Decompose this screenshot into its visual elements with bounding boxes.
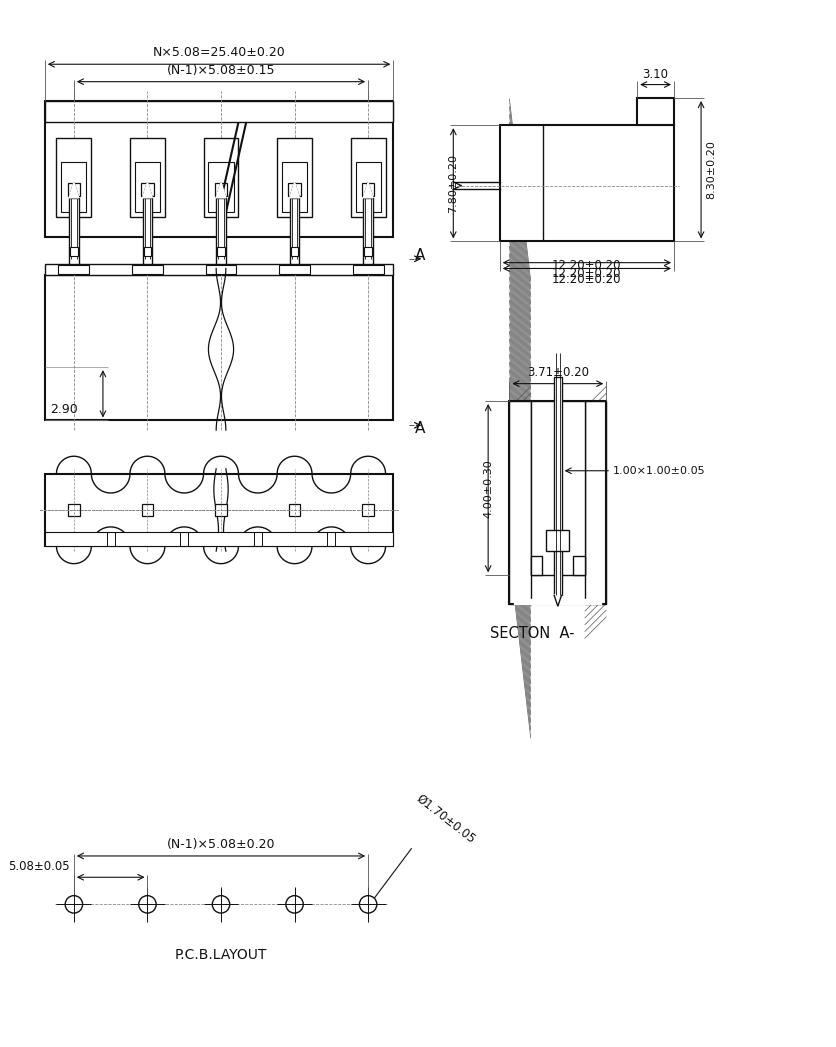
Bar [206, 265, 237, 274]
Text: 1.00×1.00±0.05: 1.00×1.00±0.05 [612, 466, 705, 475]
Bar [509, 401, 530, 604]
Bar [61, 162, 86, 213]
Bar [45, 532, 393, 547]
Bar [59, 265, 89, 274]
Polygon shape [553, 595, 561, 606]
Text: Ø1.70±0.05: Ø1.70±0.05 [413, 793, 477, 846]
Bar [45, 264, 393, 275]
Bar [277, 138, 312, 217]
Polygon shape [69, 182, 79, 198]
Bar [56, 138, 91, 217]
Bar [289, 198, 299, 264]
Polygon shape [363, 182, 373, 198]
Bar [509, 401, 605, 604]
Bar [290, 247, 298, 255]
Bar [499, 126, 673, 242]
Bar [45, 101, 393, 237]
Bar [362, 505, 374, 516]
Bar [217, 247, 225, 255]
Text: (N-1)×5.08±0.15: (N-1)×5.08±0.15 [166, 64, 275, 76]
Bar [584, 401, 605, 604]
Bar [278, 265, 309, 274]
Text: 3.71±0.20: 3.71±0.20 [526, 365, 589, 379]
Bar [215, 183, 227, 196]
Bar [135, 162, 160, 213]
Text: 4.00±0.30: 4.00±0.30 [482, 459, 492, 517]
Bar [141, 183, 154, 196]
Bar [282, 162, 307, 213]
Bar [68, 183, 80, 196]
Bar [69, 198, 79, 264]
Bar [636, 98, 673, 126]
Text: 12.20±0.20: 12.20±0.20 [552, 267, 621, 280]
Text: A: A [414, 421, 425, 436]
Text: 12.20±0.20: 12.20±0.20 [552, 260, 621, 272]
Text: 8.30±0.20: 8.30±0.20 [705, 140, 715, 199]
Bar [215, 505, 227, 516]
Bar [530, 401, 584, 575]
Bar [141, 505, 153, 516]
Polygon shape [289, 182, 299, 198]
Text: (N-1)×5.08±0.20: (N-1)×5.08±0.20 [166, 839, 275, 851]
Bar [288, 183, 300, 196]
Bar [553, 377, 561, 595]
Bar [70, 247, 78, 255]
Text: 12.20±0.20: 12.20±0.20 [552, 273, 621, 286]
Text: SECTON  A-: SECTON A- [490, 626, 573, 641]
Bar [363, 198, 373, 264]
Bar [144, 247, 151, 255]
Bar [208, 162, 233, 213]
Polygon shape [216, 182, 226, 198]
Bar [45, 101, 393, 122]
Bar [355, 162, 380, 213]
Bar [45, 473, 393, 547]
Bar [530, 556, 542, 575]
Bar [68, 505, 79, 516]
Bar [142, 198, 152, 264]
Text: 7.80±0.20: 7.80±0.20 [447, 154, 457, 213]
Text: 5.08±0.05: 5.08±0.05 [8, 861, 70, 873]
Bar [132, 265, 163, 274]
Bar [350, 138, 385, 217]
Bar [203, 138, 238, 217]
Bar [45, 275, 393, 421]
Text: 3.10: 3.10 [642, 68, 668, 81]
Bar [546, 530, 568, 551]
Bar [352, 265, 383, 274]
Text: N×5.08=25.40±0.20: N×5.08=25.40±0.20 [152, 46, 285, 60]
Bar [364, 247, 371, 255]
Text: 2.90: 2.90 [49, 403, 78, 416]
Bar [361, 183, 374, 196]
Bar [573, 556, 584, 575]
Text: A: A [414, 248, 425, 264]
Bar [216, 198, 226, 264]
Polygon shape [142, 182, 152, 198]
Bar [288, 505, 300, 516]
Text: P.C.B.LAYOUT: P.C.B.LAYOUT [175, 948, 267, 962]
Bar [130, 138, 165, 217]
